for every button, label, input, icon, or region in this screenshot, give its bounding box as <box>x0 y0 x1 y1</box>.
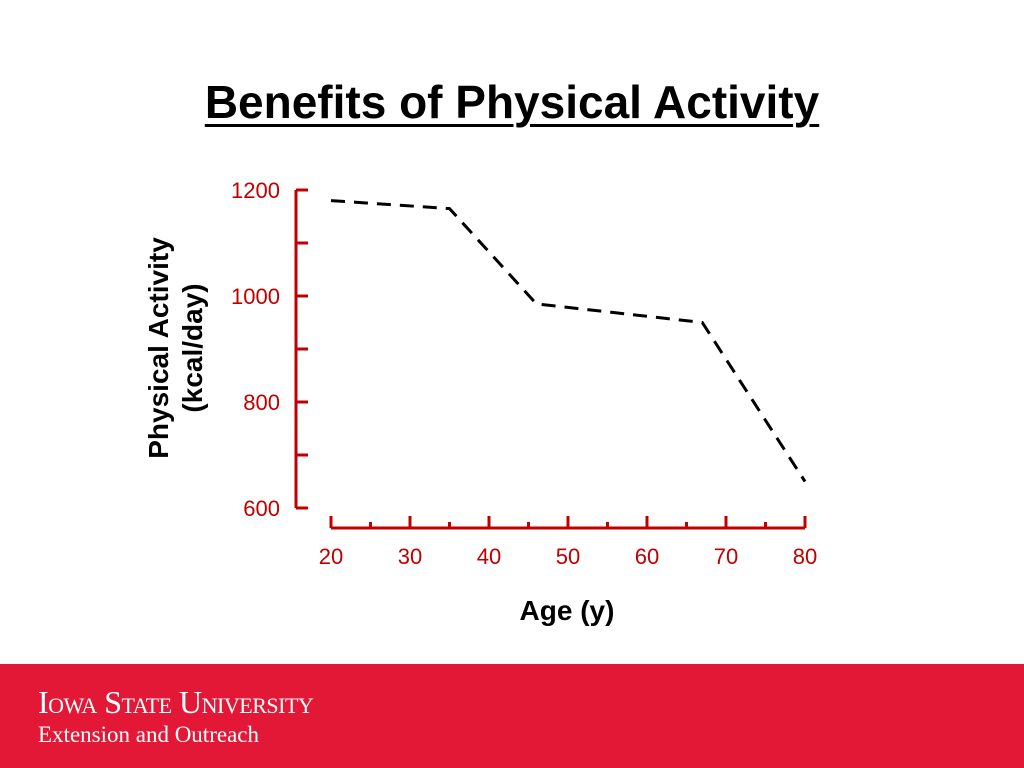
y-tick-label: 800 <box>243 390 280 415</box>
footer-bar <box>0 664 1024 768</box>
slide-title: Benefits of Physical Activity <box>204 76 820 128</box>
y-axis-title: Physical Activity (kcal/day) <box>143 237 208 459</box>
series-line <box>330 199 807 483</box>
university-logo-subtitle: Extension and Outreach <box>38 722 259 747</box>
x-tick-label: 70 <box>714 544 738 569</box>
x-tick-label: 60 <box>635 544 659 569</box>
series <box>330 199 807 483</box>
x-axis-title: Age (y) <box>520 595 615 626</box>
y-axis-title-line-1: Physical Activity <box>143 237 174 459</box>
y-tick-label: 600 <box>243 496 280 521</box>
line-chart: 1200 1000 800 600 20 30 40 50 60 70 80 Age (y) Ph… <box>143 178 817 626</box>
y-axis: 1200 1000 800 600 <box>231 178 308 521</box>
x-tick-label: 50 <box>556 544 580 569</box>
y-tick-label: 1000 <box>231 284 280 309</box>
y-tick-label: 1200 <box>231 178 280 203</box>
university-logo-name: Iowa State University <box>38 684 314 720</box>
x-axis: 20 30 40 50 60 70 80 <box>319 516 817 569</box>
x-tick-label: 20 <box>319 544 343 569</box>
x-tick-label: 30 <box>398 544 422 569</box>
x-tick-label: 40 <box>477 544 501 569</box>
y-axis-title-line-2: (kcal/day) <box>177 283 208 412</box>
x-tick-label: 80 <box>793 544 817 569</box>
